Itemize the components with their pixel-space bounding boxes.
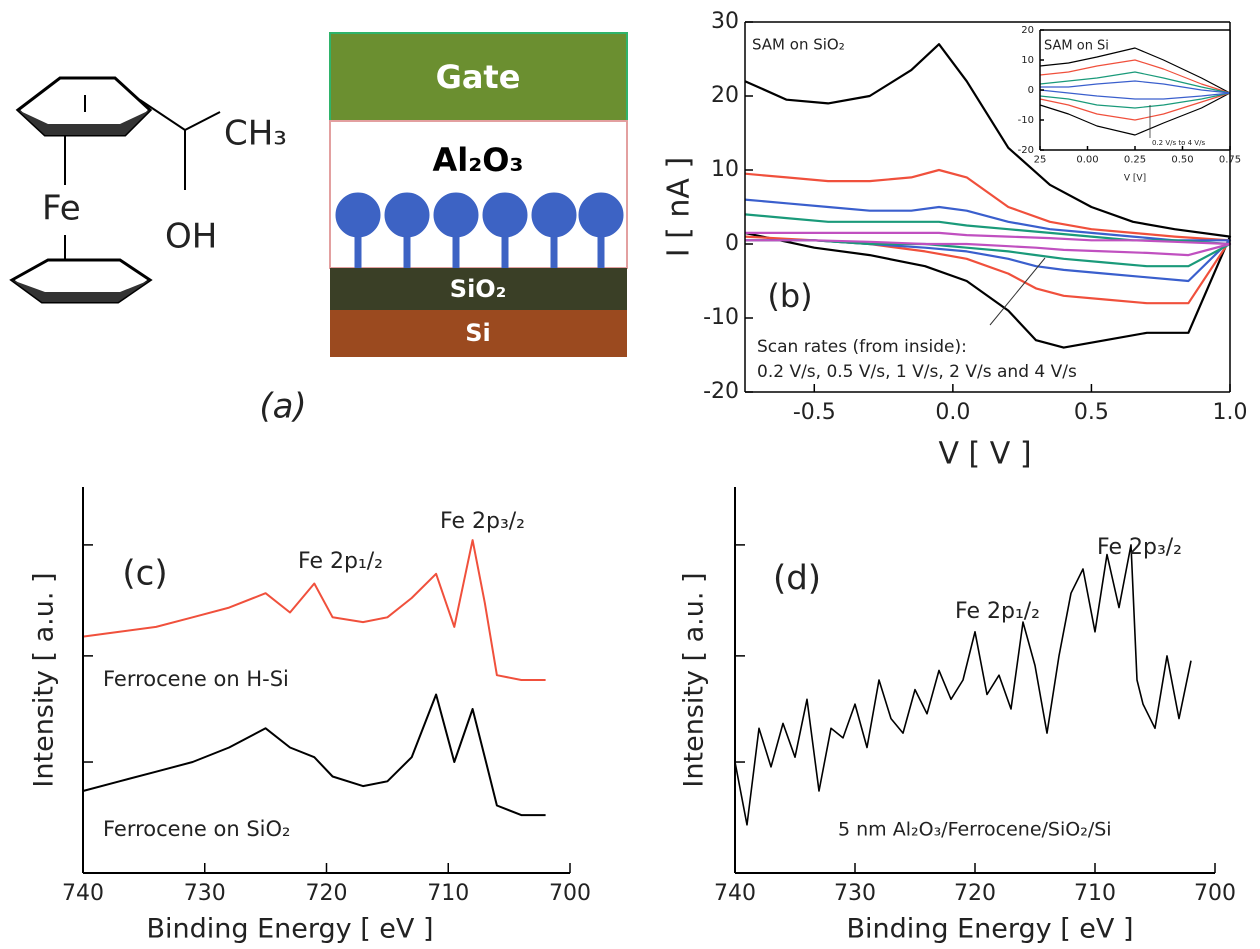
- y-tick-label: 0: [725, 231, 739, 256]
- x-tick-label: 0.00: [1076, 155, 1098, 166]
- series-line: [744, 198, 1232, 283]
- y-tick-label: 20: [1021, 25, 1034, 36]
- x-tick-label: 710: [427, 881, 469, 906]
- layer-label: Si: [465, 319, 491, 347]
- annotation: 5 nm Al₂O₃/Ferrocene/SiO₂/Si: [838, 819, 1112, 841]
- layer-label: SiO₂: [450, 275, 506, 303]
- x-tick-label: 730: [184, 881, 226, 906]
- x-tick-label: -0.5: [793, 400, 836, 425]
- x-tick-label: 0.5: [1074, 400, 1109, 425]
- y-tick-label: -10: [1018, 115, 1034, 126]
- chem-label: CH₃: [224, 114, 287, 154]
- gate-layer: [329, 32, 628, 122]
- x-tick-label: 720: [954, 881, 996, 906]
- layer-label: Al₂O₃: [433, 141, 524, 179]
- arrow: [989, 257, 1046, 326]
- chart: 740 730 720 710 700 Binding Energy [ eV ] Inte…: [679, 487, 1236, 945]
- bond: [184, 111, 221, 131]
- x-tick-label: 25: [1034, 155, 1047, 166]
- annotation: 0.2 V/s to 4 V/s: [1152, 139, 1205, 147]
- si-layer: [330, 310, 627, 357]
- series-label: Ferrocene on SiO₂: [103, 817, 290, 841]
- series-line: [82, 693, 546, 817]
- annotation: Fe 2p₁/₂: [955, 599, 1040, 624]
- y-axis-label: Intensity [ a.u. ]: [679, 572, 710, 787]
- y-axis-label: Intensity [ a.u. ]: [29, 572, 60, 787]
- x-axis-label: V [V]: [1124, 174, 1146, 184]
- annotation: Fe 2p₃/₂: [440, 509, 525, 534]
- x-tick-label: 710: [1074, 881, 1116, 906]
- annotation: 0.2 V/s, 0.5 V/s, 1 V/s, 2 V/s and 4 V/s: [757, 362, 1077, 382]
- annotation: Fe 2p₃/₂: [1097, 535, 1182, 560]
- y-axis-label: I [ nA ]: [662, 157, 697, 257]
- y-tick-label: 10: [711, 157, 739, 182]
- y-tick-label: -20: [703, 379, 739, 404]
- molecules: [335, 192, 624, 269]
- x-axis-label: Binding Energy [ eV ]: [846, 914, 1133, 945]
- x-tick-label: 740: [714, 881, 756, 906]
- chart: 740 730 720 710 700 Binding Energy [ eV ] Inte…: [29, 487, 591, 945]
- x-tick-label: 720: [306, 881, 348, 906]
- layer-label: Gate: [436, 58, 521, 96]
- series-line: [82, 539, 546, 681]
- y-tick-label: 0: [1028, 85, 1034, 96]
- y-tick-label: -20: [1018, 145, 1034, 156]
- sio2-layer: [330, 268, 627, 310]
- panel-label: (b): [767, 277, 812, 315]
- x-tick-label: 700: [549, 881, 591, 906]
- annotation: Fe 2p₁/₂: [298, 549, 383, 574]
- x-tick-label: 730: [834, 881, 876, 906]
- panel-label: (d): [773, 559, 821, 599]
- x-tick-label: 1.0: [1213, 400, 1248, 425]
- panel-a: CH₃ Fe OH Gate Al₂O₃ SiO₂ Si (a): [9, 32, 628, 427]
- x-tick-label: 0.75: [1219, 155, 1241, 166]
- chart-title: SAM on Si: [1044, 39, 1109, 54]
- x-tick-label: 740: [62, 881, 104, 906]
- panel-label: (a): [259, 387, 306, 427]
- y-tick-label: 20: [711, 83, 739, 108]
- series-line: [745, 231, 1232, 257]
- oxide-layer: [329, 120, 628, 269]
- chem-label: OH: [165, 217, 217, 257]
- chart: -0.5 0.0 0.5 1.0 -20 -10 0 10 20 30 V [ V ] I [ nA …: [662, 9, 1248, 472]
- series-line: [734, 544, 1192, 826]
- annotation: Scan rates (from inside):: [757, 337, 967, 357]
- series-label: Ferrocene on H-Si: [103, 667, 289, 691]
- chart: 25 0.00 0.25 0.50 0.75 -20 -10 0 10 20 V [V] SAM on…: [1018, 25, 1241, 184]
- x-axis-label: V [ V ]: [938, 437, 1031, 472]
- series-line: [744, 168, 1232, 305]
- ring-edge: [12, 280, 150, 302]
- y-tick-label: 10: [1021, 55, 1034, 66]
- x-tick-label: 700: [1194, 881, 1236, 906]
- annotation: SAM on SiO₂: [752, 36, 845, 54]
- x-axis-label: Binding Energy [ eV ]: [146, 914, 433, 945]
- bond: [139, 99, 186, 131]
- x-tick-label: 0.25: [1124, 155, 1146, 166]
- x-tick-label: 0.50: [1171, 155, 1193, 166]
- x-tick-label: 0.0: [935, 400, 970, 425]
- chem-label: Fe: [42, 189, 81, 229]
- y-tick-label: 30: [711, 9, 739, 34]
- panel-label: (c): [122, 554, 167, 594]
- y-tick-label: -10: [703, 305, 739, 330]
- series-line: [744, 43, 1232, 349]
- ring-edge: [18, 110, 150, 135]
